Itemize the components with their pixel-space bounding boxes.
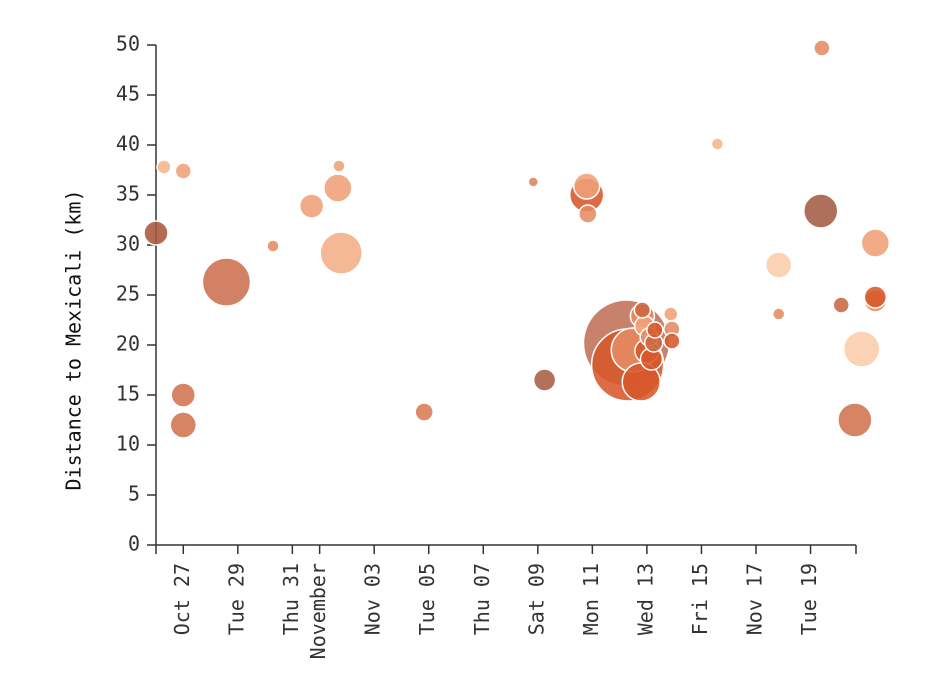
y-tick-label: 10 bbox=[116, 432, 140, 456]
y-tick-label: 20 bbox=[116, 332, 140, 356]
x-tick-label: November bbox=[306, 563, 330, 659]
bubble-point bbox=[572, 172, 601, 200]
bubble-point bbox=[633, 301, 652, 319]
bubble-point bbox=[143, 220, 169, 246]
x-tick-label: Oct 27 bbox=[170, 563, 194, 635]
bubble-point bbox=[663, 332, 681, 350]
y-tick-label: 5 bbox=[128, 482, 140, 506]
bubble-point bbox=[170, 382, 197, 408]
bubble-point bbox=[803, 193, 839, 229]
bubble-layer bbox=[143, 39, 891, 439]
bubble-point bbox=[710, 137, 725, 151]
x-tick-label: Tue 05 bbox=[415, 563, 439, 635]
bubble-point bbox=[663, 306, 679, 322]
x-tick-label: Nov 17 bbox=[743, 563, 767, 635]
y-tick-label: 50 bbox=[116, 32, 140, 56]
bubble-point bbox=[332, 159, 346, 173]
bubble-point bbox=[578, 204, 598, 224]
x-axis: Oct 27 Tue 29 Thu 31 November Nov 03 Tue 05 Th… bbox=[155, 544, 857, 659]
bubble-point bbox=[319, 231, 363, 275]
bubble-point bbox=[266, 239, 280, 253]
y-tick-label: 0 bbox=[128, 532, 140, 556]
y-tick-label: 30 bbox=[116, 232, 140, 256]
bubble-point bbox=[323, 173, 353, 203]
bubble-point bbox=[532, 368, 557, 392]
x-tick-label: Fri 15 bbox=[688, 563, 712, 635]
x-tick-label: Tue 19 bbox=[797, 563, 821, 635]
bubble-point bbox=[169, 411, 198, 439]
y-axis-label: Distance to Mexicali (km) bbox=[62, 189, 86, 490]
x-tick-label: Sat 09 bbox=[524, 563, 548, 635]
y-tick-label: 15 bbox=[116, 382, 140, 406]
bubble-point bbox=[860, 228, 891, 258]
x-tick-label: Tue 29 bbox=[224, 563, 248, 635]
x-tick-label: Mon 11 bbox=[579, 563, 603, 635]
bubble-point bbox=[414, 402, 434, 422]
bubble-point bbox=[863, 285, 888, 309]
bubble-point bbox=[764, 251, 793, 279]
bubble-point bbox=[298, 193, 325, 219]
bubble-point bbox=[646, 321, 664, 339]
bubble-point bbox=[201, 257, 252, 307]
bubble-point bbox=[832, 296, 850, 314]
bubble-point bbox=[174, 162, 193, 180]
x-tick-label: Nov 03 bbox=[361, 563, 385, 635]
y-tick-label: 25 bbox=[116, 282, 140, 306]
y-axis: 0 5 10 15 20 25 30 35 40 45 50 bbox=[116, 32, 157, 556]
bubble-point bbox=[842, 330, 881, 368]
y-tick-label: 35 bbox=[116, 182, 140, 206]
bubble-point bbox=[813, 39, 831, 57]
x-tick-label: Wed 13 bbox=[633, 563, 657, 635]
y-tick-label: 45 bbox=[116, 82, 140, 106]
x-tick-label: Thu 07 bbox=[470, 563, 494, 635]
bubble-point bbox=[771, 307, 786, 321]
bubble-point bbox=[527, 176, 540, 188]
y-tick-label: 40 bbox=[116, 132, 140, 156]
x-tick-label: Thu 31 bbox=[279, 563, 303, 635]
bubble-point bbox=[837, 402, 873, 438]
bubble-point bbox=[156, 159, 172, 175]
